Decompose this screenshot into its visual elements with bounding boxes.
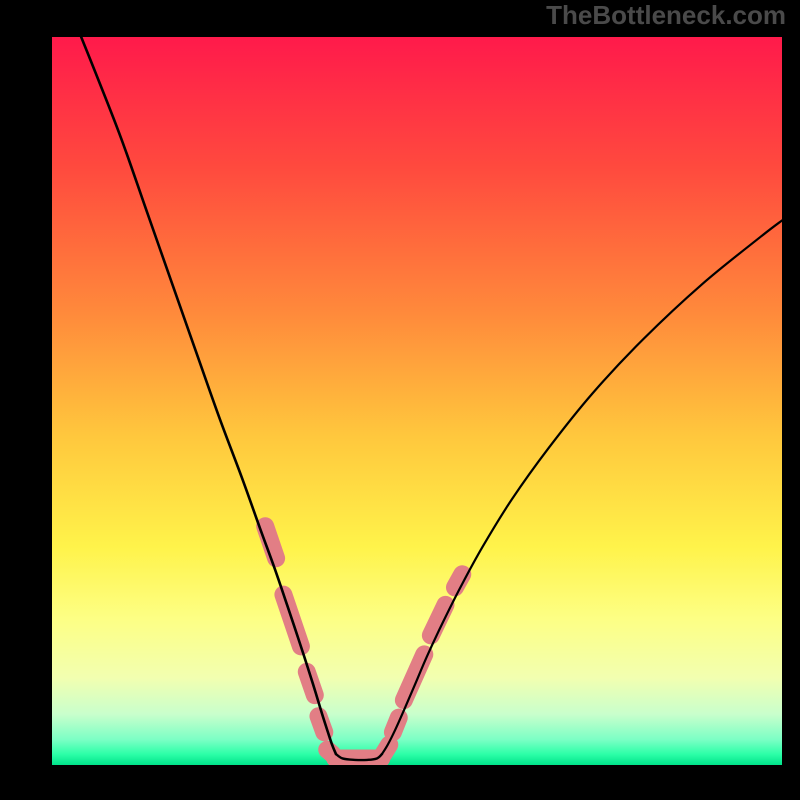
chart-svg-overlay — [52, 37, 782, 765]
chart-plot-area — [52, 37, 782, 765]
capsule-segment — [265, 526, 276, 558]
capsule-segment — [404, 654, 424, 700]
curve-right — [382, 220, 782, 754]
watermark-text: TheBottleneck.com — [546, 0, 786, 31]
